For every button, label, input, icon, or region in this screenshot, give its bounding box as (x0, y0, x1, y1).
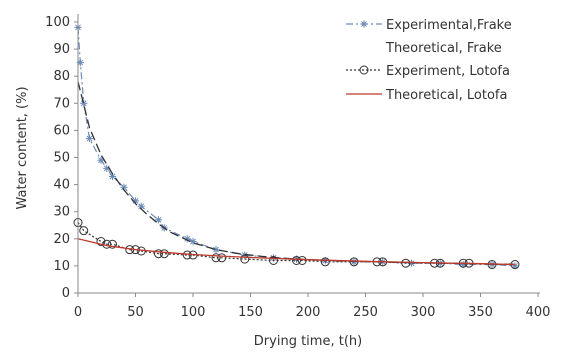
y-tick-label: 30 (53, 205, 70, 220)
y-tick-label: 50 (53, 151, 70, 166)
y-tick-label: 40 (53, 178, 70, 193)
series-line-4 (77, 238, 516, 266)
x-tick-label: 400 (526, 305, 551, 320)
x-tick-label: 150 (238, 305, 263, 320)
data-point (108, 239, 117, 249)
y-tick-label: 100 (45, 15, 70, 30)
data-point (212, 246, 220, 254)
legend-marker-3 (359, 65, 369, 75)
data-point (349, 257, 359, 267)
x-tick-label: 250 (353, 305, 378, 320)
data-point (96, 237, 106, 247)
legend-label-3: Experiment, Lotofa (386, 64, 510, 79)
y-tick-label: 0 (62, 286, 70, 301)
y-tick-label: 10 (53, 259, 70, 274)
data-point (76, 59, 84, 67)
data-point (320, 257, 330, 267)
data-point (240, 254, 250, 264)
x-tick-label: 350 (468, 305, 493, 320)
legend-label-1: Experimental,Frake (386, 18, 512, 33)
axes: 0 10 20 30 40 50 60 70 80 90 100 0 50 100 150 200 250 300… (45, 14, 550, 320)
data-point (154, 249, 163, 259)
y-tick-label: 60 (53, 123, 70, 138)
data-point (269, 255, 278, 265)
legend-label-2: Theoretical, Frake (385, 41, 502, 56)
data-point (154, 216, 163, 224)
series-line-2 (77, 81, 516, 265)
legend: Experimental,Frake Theoretical, Frake Expe… (346, 18, 512, 103)
data-point (292, 255, 301, 265)
legend-marker-1 (360, 20, 368, 28)
y-axis-label: Water content, (%) (15, 86, 30, 209)
data-point (217, 253, 227, 263)
data-point (80, 99, 88, 107)
data-point (211, 253, 221, 263)
series-line-3 (77, 222, 515, 266)
y-tick-label: 90 (53, 42, 70, 57)
data-point (97, 156, 105, 164)
data-point (182, 250, 192, 260)
legend-label-4: Theoretical, Lotofa (385, 88, 507, 103)
data-point (159, 249, 169, 259)
y-tick-label: 20 (53, 232, 70, 247)
x-tick-label: 0 (74, 305, 82, 320)
data-point (85, 134, 94, 143)
x-tick-label: 200 (296, 305, 321, 320)
y-tick-label: 80 (53, 69, 70, 84)
data-point (401, 258, 411, 268)
x-axis-label: Drying time, t(h) (254, 334, 362, 349)
plot-area (73, 23, 520, 270)
x-tick-label: 100 (181, 305, 206, 320)
data-point (297, 255, 307, 265)
x-tick-label: 300 (411, 305, 436, 320)
y-tick-label: 70 (53, 96, 70, 111)
data-point (79, 226, 89, 236)
x-tick-label: 50 (127, 305, 144, 320)
